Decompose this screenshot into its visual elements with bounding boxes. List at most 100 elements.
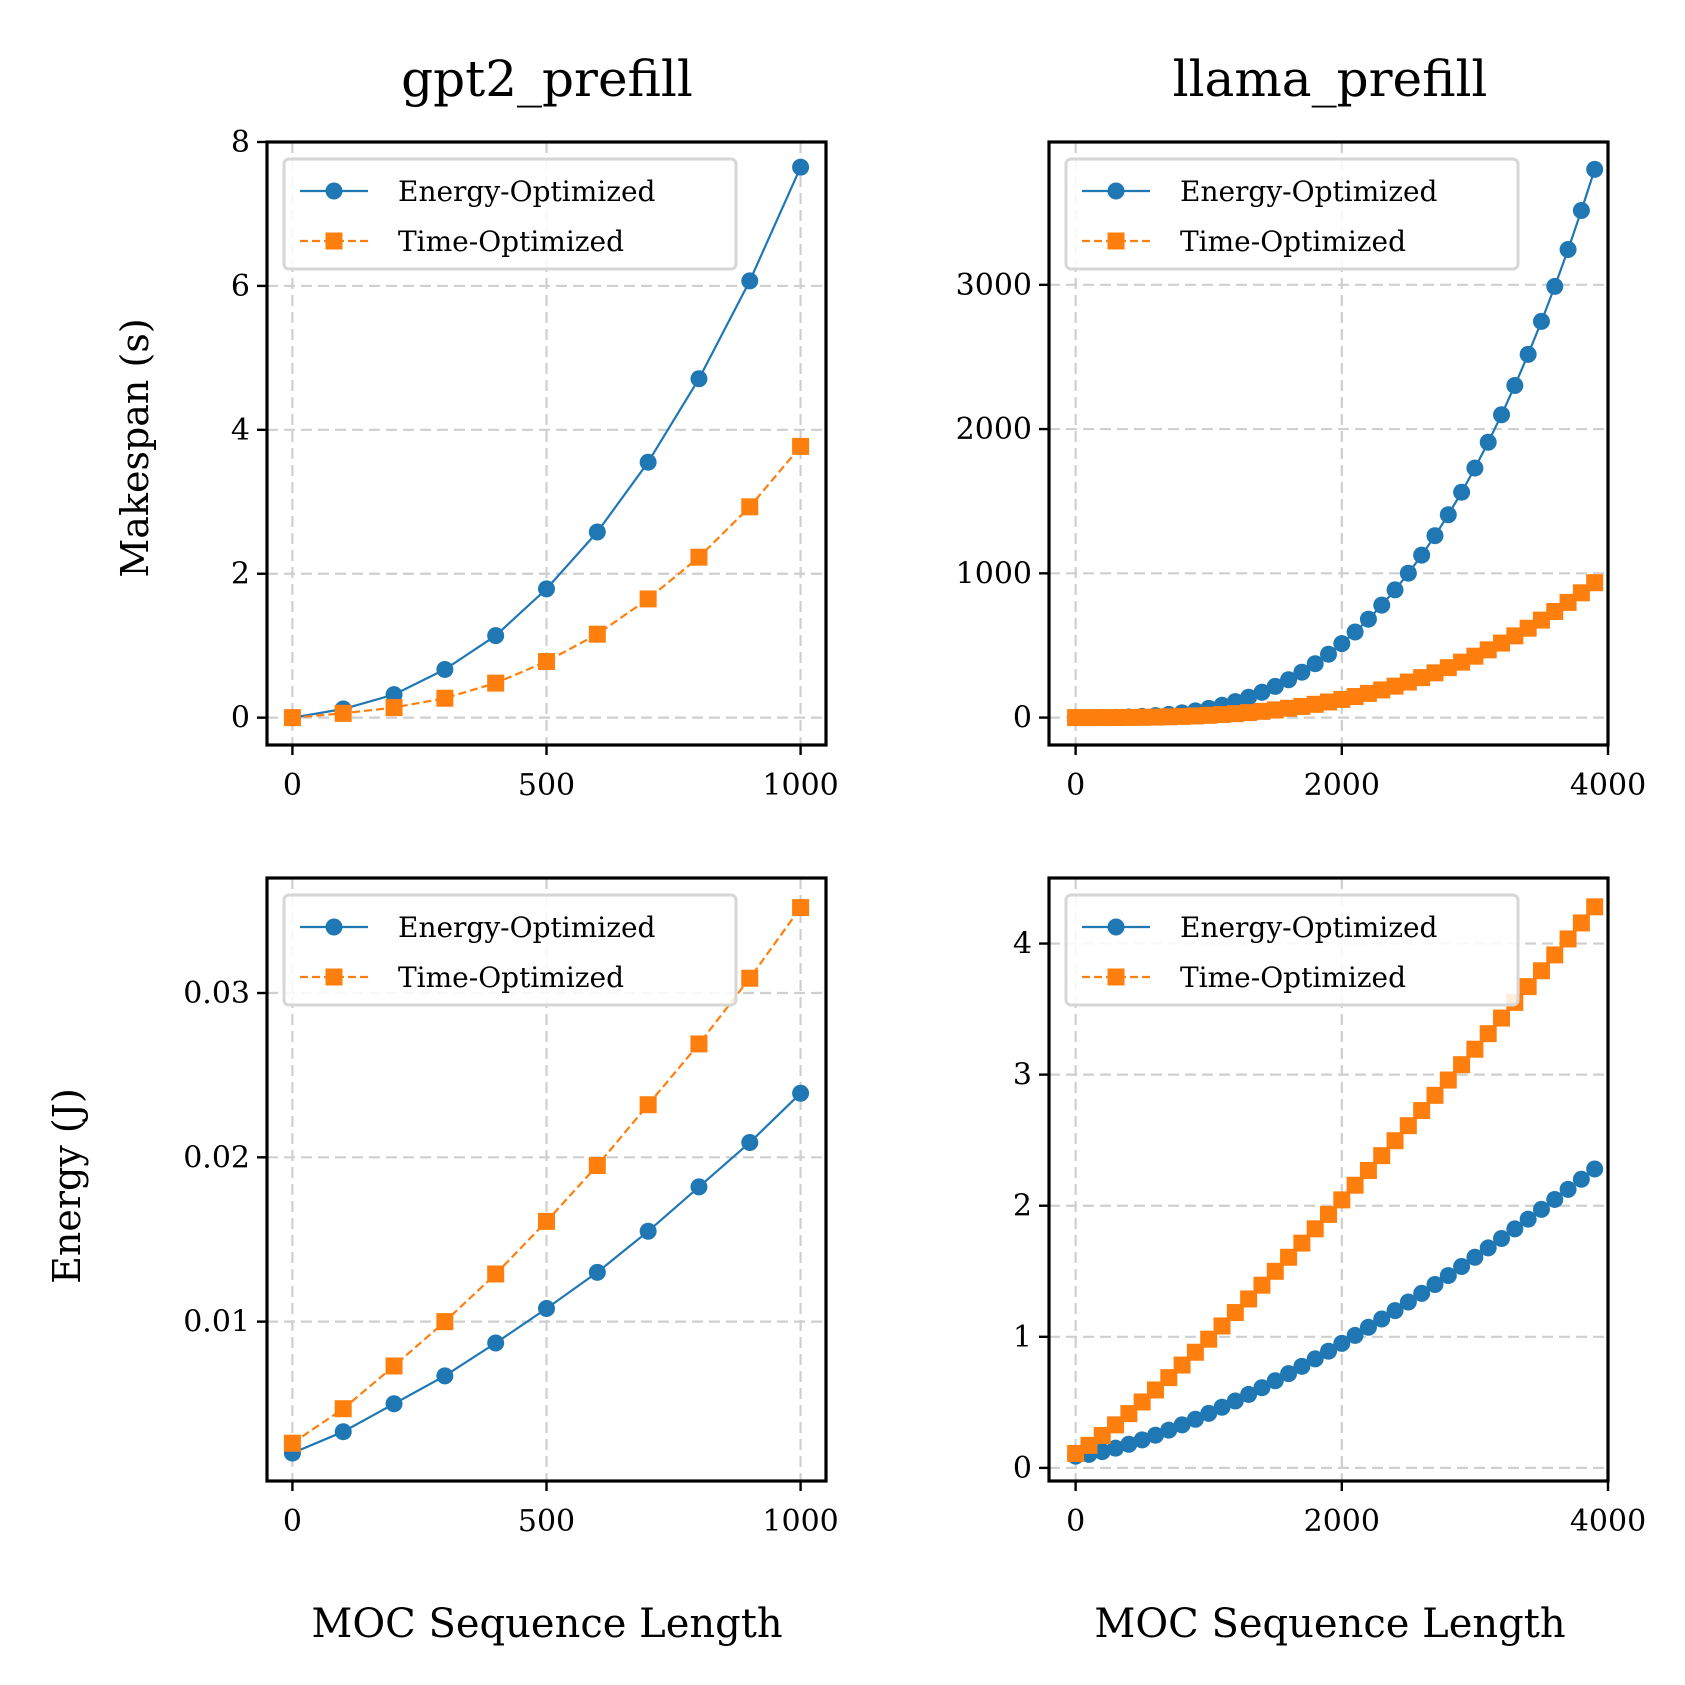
energy-optimized-point	[1479, 433, 1497, 451]
energy-optimized-point	[1146, 1426, 1164, 1444]
energy-optimized-point	[1253, 683, 1271, 701]
time-optimized-point	[1373, 1147, 1391, 1165]
energy-optimized-point	[1519, 1210, 1537, 1228]
time-optimized-point	[487, 674, 505, 692]
energy-optimized-point	[1572, 202, 1590, 220]
time-optimized-point	[792, 899, 810, 917]
energy-optimized-point	[639, 453, 657, 471]
legend-time-marker	[325, 232, 343, 250]
panel-4: 0 2000 4000 0 1 2 3 4 Energy-Optimized Time-Optim…	[1013, 876, 1646, 1539]
energy-optimized-point	[1519, 345, 1537, 363]
y-axis-label-energy: Energy (J)	[45, 1088, 89, 1284]
energy-optimized-point	[1333, 635, 1351, 653]
energy-optimized-point	[1426, 1276, 1444, 1294]
time-optimized-point	[1093, 1427, 1111, 1445]
time-optimized-point	[1479, 1025, 1497, 1043]
energy-optimized-point	[1266, 677, 1284, 695]
x-tick-label: 500	[518, 768, 575, 803]
energy-optimized-point	[1493, 406, 1511, 424]
time-optimized-point	[1226, 1304, 1244, 1322]
time-optimized-point	[690, 548, 708, 566]
legend: Energy-Optimized Time-Optimized	[1064, 893, 1520, 1007]
time-optimized-point	[1386, 1132, 1404, 1150]
legend: Energy-Optimized Time-Optimized	[282, 893, 738, 1007]
time-optimized-point	[1320, 1205, 1337, 1223]
time-optimized-point	[792, 437, 810, 455]
time-optimized-point	[639, 1096, 657, 1114]
legend: Energy-Optimized Time-Optimized	[1064, 157, 1520, 271]
y-tick-label: 4	[1013, 927, 1032, 962]
time-optimized-point	[1213, 706, 1231, 724]
time-optimized-point	[1493, 1009, 1511, 1027]
time-optimized-point	[1186, 707, 1204, 725]
y-tick-label: 8	[231, 125, 250, 160]
energy-optimized-point	[1293, 1357, 1311, 1375]
energy-optimized-point	[1546, 1190, 1564, 1208]
energy-optimized-point	[385, 686, 403, 704]
energy-optimized-point	[1426, 527, 1444, 545]
legend-box	[282, 893, 738, 1007]
time-optimized-point	[1253, 702, 1271, 720]
y-tick-label: 6	[231, 269, 250, 304]
time-optimized-point	[1532, 611, 1550, 629]
y-tick-label: 1000	[956, 556, 1032, 591]
x-axis-label-left: MOC Sequence Length	[311, 1601, 782, 1647]
legend-energy-marker	[1107, 918, 1125, 936]
time-optimized-point	[1146, 708, 1164, 726]
x-tick-label: 0	[1066, 768, 1085, 803]
time-optimized-point	[385, 1357, 403, 1375]
energy-optimized-point	[1173, 1416, 1191, 1434]
x-tick-label: 1000	[762, 1504, 838, 1539]
time-optimized-point	[1586, 898, 1604, 916]
time-optimized-point	[1346, 688, 1364, 706]
panel-1: 0 500 1000 0 2 4 6 8 Energy-Optimized Time-Optimi…	[231, 125, 839, 803]
time-optimized-point	[1306, 695, 1324, 713]
energy-optimized-point	[792, 158, 810, 176]
time-optimized-point	[1559, 593, 1577, 611]
legend-time-label: Time-Optimized	[1180, 225, 1406, 258]
x-tick-label: 0	[283, 1504, 302, 1539]
column-title-llama: llama_prefill	[1173, 50, 1488, 108]
time-optimized-point	[1559, 930, 1577, 948]
legend-energy-marker	[325, 182, 343, 200]
energy-optimized-point	[1479, 1239, 1497, 1257]
time-optimized-point	[1293, 697, 1311, 715]
time-optimized-point	[1120, 1405, 1138, 1423]
time-optimized-point	[1133, 708, 1151, 726]
time-optimized-point	[538, 653, 555, 671]
time-optimized-point	[1399, 673, 1417, 691]
time-optimized-point	[1240, 1290, 1258, 1308]
y-tick-label: 0	[231, 701, 250, 736]
energy-optimized-point	[1546, 277, 1564, 295]
energy-optimized-point	[1333, 1334, 1351, 1352]
y-tick-label: 0.03	[183, 976, 250, 1011]
panel-2: 0 2000 4000 0 1000 2000 3000 Energy-Optimized Ti…	[956, 140, 1646, 803]
column-title-gpt2: gpt2_prefill	[401, 50, 693, 108]
x-tick-label: 4000	[1570, 768, 1646, 803]
legend-time-marker	[1107, 968, 1125, 986]
time-optimized-point	[1173, 1356, 1191, 1374]
energy-optimized-point	[1346, 1326, 1364, 1344]
time-optimized-point	[1453, 1056, 1471, 1074]
time-optimized-line	[292, 445, 802, 719]
time-optimized-point	[1519, 978, 1537, 996]
x-tick-label: 0	[1066, 1504, 1085, 1539]
energy-optimized-point	[1399, 1293, 1417, 1311]
y-tick-label: 2000	[956, 412, 1032, 447]
energy-optimized-point	[741, 1134, 759, 1152]
energy-optimized-point	[690, 370, 708, 388]
legend-energy-label: Energy-Optimized	[1180, 911, 1438, 944]
energy-optimized-point	[1186, 1410, 1204, 1428]
time-optimized-point	[1200, 1330, 1218, 1348]
time-optimized-point	[1546, 946, 1564, 964]
legend-box	[1064, 893, 1520, 1007]
x-tick-label: 1000	[762, 768, 838, 803]
time-optimized-point	[1266, 701, 1284, 719]
time-optimized-point	[283, 709, 301, 727]
energy-optimized-point	[1320, 1342, 1337, 1360]
time-optimized-point	[1439, 659, 1457, 677]
time-optimized-point	[1413, 669, 1431, 687]
y-tick-label: 0.02	[183, 1140, 250, 1175]
energy-optimized-point	[487, 627, 505, 645]
